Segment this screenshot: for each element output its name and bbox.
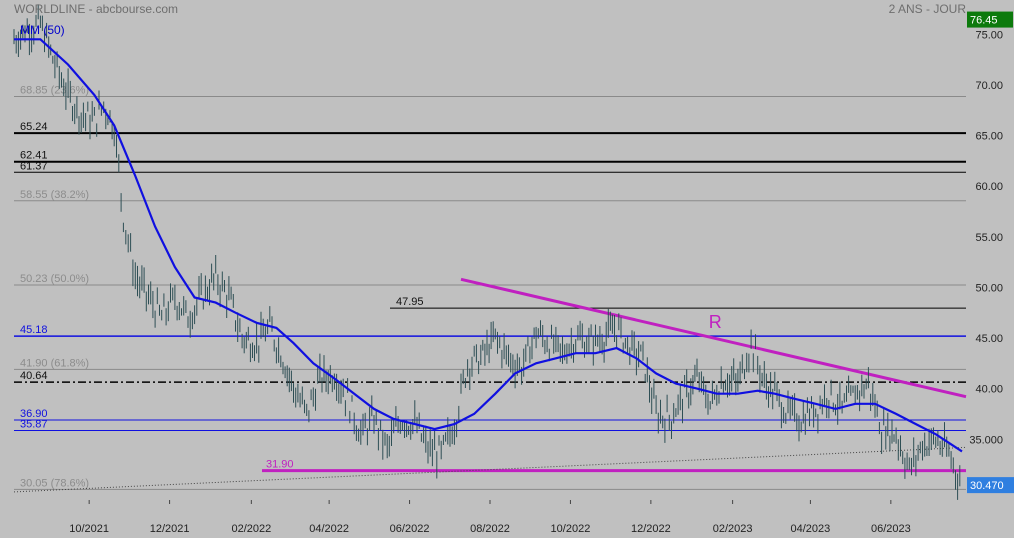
last-price-badge <box>967 477 1014 494</box>
high-price-label: 76.45 <box>970 15 998 27</box>
level-label-31-9: 31.90 <box>266 459 294 471</box>
x-tick-label: 04/2022 <box>309 523 349 535</box>
y-tick-label: 55.00 <box>975 232 1003 244</box>
x-tick-label: 10/2021 <box>69 523 109 535</box>
y-tick-label: 65.00 <box>975 131 1003 143</box>
level-label-30-05: 30.05 (78.6%) <box>20 477 89 489</box>
x-tick-label: 02/2023 <box>713 523 753 535</box>
x-tick-label: 08/2022 <box>470 523 510 535</box>
x-tick-label: 06/2023 <box>871 523 911 535</box>
last-price-label: 30.470 <box>970 480 1004 492</box>
level-label-62-41: 62.41 <box>20 150 48 162</box>
resistance-trendline <box>460 277 967 399</box>
moving-average-line <box>14 38 963 453</box>
resistance-label: R <box>709 312 722 332</box>
x-tick-label: 02/2022 <box>231 523 271 535</box>
y-tick-label: 60.00 <box>975 181 1003 193</box>
x-tick-label: 06/2022 <box>390 523 430 535</box>
level-label-61-37: 61.37 <box>20 160 48 172</box>
level-label-50-23: 50.23 (50.0%) <box>20 273 89 285</box>
price-bars <box>13 4 961 500</box>
level-label-65-24: 65.24 <box>20 121 48 133</box>
x-tick-label: 04/2023 <box>791 523 831 535</box>
y-tick-label: 75.00 <box>975 29 1003 41</box>
y-tick-label: 50.00 <box>975 282 1003 294</box>
level-label-36-9: 36.90 <box>20 408 48 420</box>
x-tick-label: 10/2022 <box>551 523 591 535</box>
x-tick-label: 12/2022 <box>631 523 671 535</box>
moving-average-legend: MM (50) <box>20 23 65 37</box>
y-tick-label: 40.00 <box>975 384 1003 396</box>
level-label-47-95: 47.95 <box>396 296 424 308</box>
y-tick-label: 70.00 <box>975 80 1003 92</box>
level-label-45-18: 45.18 <box>20 324 48 336</box>
chart-title: WORLDLINE - abcbourse.com <box>14 2 179 16</box>
level-label-41-9: 41.90 (61.8%) <box>20 357 89 369</box>
level-label-40-64: 40.64 <box>20 370 48 382</box>
level-label-68-85: 68.85 (23.6%) <box>20 85 89 97</box>
x-tick-label: 12/2021 <box>150 523 190 535</box>
level-label-35-87: 35.87 <box>20 418 48 430</box>
y-tick-label: 35.000 <box>969 434 1003 446</box>
high-price-badge <box>967 11 1013 28</box>
chart-period: 2 ANS - JOUR <box>888 2 966 16</box>
level-label-58-55: 58.55 (38.2%) <box>20 189 89 201</box>
y-tick-label: 45.00 <box>975 333 1003 345</box>
